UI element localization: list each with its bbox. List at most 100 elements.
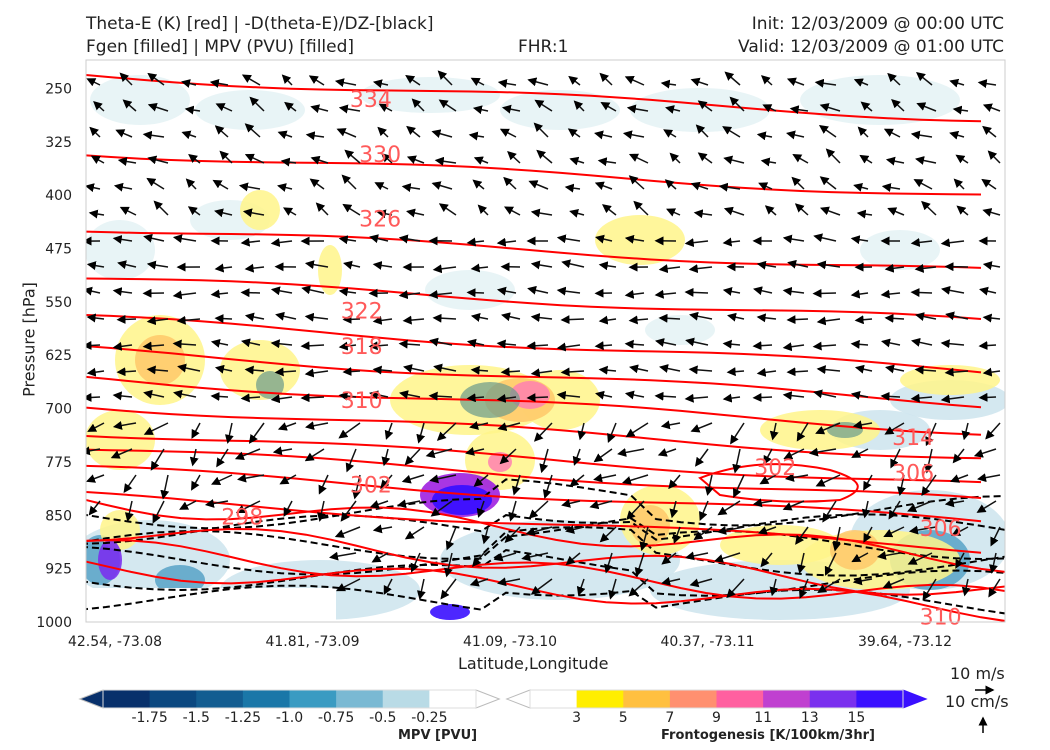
wind-vector <box>822 500 837 523</box>
wind-vector <box>756 313 777 323</box>
wind-vector <box>210 289 229 299</box>
x-tick-label: 42.54, -73.08 <box>68 634 162 650</box>
wind-vector <box>88 500 101 516</box>
wind-vector <box>567 128 581 138</box>
wind-vector <box>722 126 741 138</box>
colorbar-extend-left <box>505 689 531 709</box>
wind-vector <box>300 341 325 351</box>
colorbar-extend-right <box>475 689 501 709</box>
wind-vector <box>371 552 389 563</box>
wind-vector <box>690 181 709 191</box>
wind-vector <box>476 500 486 518</box>
wind-vector <box>657 448 677 457</box>
wind-vector <box>374 182 389 191</box>
wind-vector <box>907 552 933 565</box>
wind-vector <box>342 314 361 324</box>
wind-vector <box>473 156 489 165</box>
wind-vector <box>756 367 777 377</box>
wind-vector <box>556 234 581 244</box>
fgen-fill-region <box>135 335 185 385</box>
wind-vector <box>530 260 553 270</box>
wind-vector <box>437 70 453 86</box>
wind-vector <box>569 474 585 487</box>
fgen-fill-region <box>98 540 122 580</box>
y-axis-label: Pressure [hPa] <box>19 282 39 397</box>
theta-e-contour-label: 306 <box>892 462 934 487</box>
wind-vector <box>851 552 869 563</box>
wind-vector <box>304 448 325 462</box>
title-fhr: FHR:1 <box>518 37 569 57</box>
colorbar-tick-label: 9 <box>712 710 721 726</box>
wind-vector <box>604 552 613 574</box>
wind-vector <box>760 157 777 167</box>
wind-vector <box>304 312 329 322</box>
wind-vector <box>769 578 779 597</box>
wind-vector <box>979 286 997 296</box>
wind-vector <box>86 183 101 193</box>
wind-vector <box>431 129 453 138</box>
colorbar-tick-label: -1.25 <box>225 710 261 726</box>
wind-vector <box>150 448 165 471</box>
wind-vector <box>560 367 585 377</box>
wind-vector <box>659 364 681 373</box>
title-valid: Valid: 12/03/2009 @ 01:00 UTC <box>738 37 1004 57</box>
wind-vector <box>624 234 645 244</box>
wind-vector <box>90 155 105 164</box>
wind-vector <box>717 500 741 516</box>
y-tick-label: 700 <box>45 402 72 418</box>
mpv-fill-region <box>90 75 190 125</box>
wind-vector <box>277 130 293 140</box>
wind-vector <box>188 153 201 164</box>
wind-vector <box>352 474 361 500</box>
wind-vector <box>318 474 329 495</box>
wind-vector <box>621 474 649 485</box>
wind-vector <box>528 180 549 190</box>
wind-vector <box>752 392 773 402</box>
wind-vector <box>883 526 905 538</box>
wind-vector <box>825 148 841 164</box>
wind-vector <box>270 339 293 349</box>
wind-vector <box>714 552 741 563</box>
wind-vector <box>663 129 677 138</box>
wind-vector <box>176 315 201 325</box>
wind-vector <box>884 263 905 273</box>
wind-vector <box>283 500 293 517</box>
wind-vector <box>248 422 265 444</box>
wind-vector <box>304 368 329 378</box>
wind-vector <box>718 182 741 192</box>
wind-vector <box>852 576 873 586</box>
wind-vector <box>184 105 201 115</box>
wind-vector <box>404 448 421 466</box>
wind-vector <box>661 576 681 586</box>
wind-vector <box>890 448 901 469</box>
wind-vector <box>110 448 133 459</box>
colorbar-tick-label: 7 <box>665 710 674 726</box>
wind-vector <box>270 286 293 296</box>
wind-vector <box>944 262 969 272</box>
wind-vector <box>617 448 645 457</box>
wind-vector <box>383 578 393 596</box>
wind-vector <box>89 126 101 138</box>
wind-vector <box>602 204 617 216</box>
theta-e-contour <box>86 74 982 123</box>
wind-vector <box>530 208 553 218</box>
wind-vector <box>607 422 617 443</box>
wind-vector <box>219 150 233 164</box>
wind-vector <box>215 103 233 112</box>
wind-vector <box>272 446 293 456</box>
wind-vector <box>625 422 649 438</box>
wind-vector <box>961 422 971 441</box>
wind-vector <box>244 312 265 322</box>
colorbar-tick-label: -1.0 <box>276 710 303 726</box>
wind-vector <box>216 448 229 468</box>
wind-vector <box>982 125 997 138</box>
wind-vector <box>857 126 869 138</box>
wind-vector <box>732 448 742 474</box>
wind-vector <box>598 365 617 375</box>
wind-vector <box>568 75 581 86</box>
theta-e-contour-label: 298 <box>221 506 263 531</box>
wind-vector <box>824 552 837 576</box>
colorbar-cell <box>669 690 717 708</box>
wind-vector <box>124 500 134 522</box>
wind-vector <box>444 552 453 578</box>
